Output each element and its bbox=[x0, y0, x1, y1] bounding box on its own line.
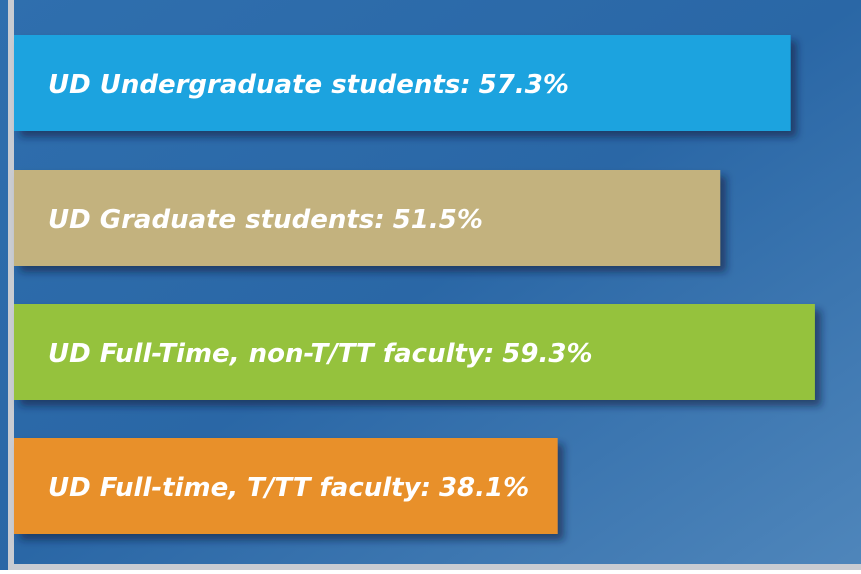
left-border bbox=[8, 0, 14, 570]
value-label: 57.3% bbox=[479, 70, 569, 100]
bar bbox=[14, 35, 791, 131]
bar bbox=[14, 304, 815, 400]
bar-label: UD Full-Time, non-T/TT faculty: 59.3% bbox=[48, 339, 593, 369]
value-label: 59.3% bbox=[502, 339, 592, 369]
bar-label: UD Graduate students: 51.5% bbox=[48, 205, 483, 235]
bottom-border bbox=[8, 564, 861, 570]
value-label: 51.5% bbox=[393, 205, 483, 235]
bar-label: UD Undergraduate students: 57.3% bbox=[48, 70, 569, 100]
bar bbox=[14, 438, 558, 534]
bar bbox=[14, 170, 721, 266]
value-label: 38.1% bbox=[439, 473, 529, 503]
category-label: UD Undergraduate students: bbox=[48, 70, 471, 100]
category-label: UD Full-time, T/TT faculty: bbox=[48, 473, 431, 503]
bar-label: UD Full-time, T/TT faculty: 38.1% bbox=[48, 473, 529, 503]
category-label: UD Full-Time, non-T/TT faculty: bbox=[48, 339, 494, 369]
category-label: UD Graduate students: bbox=[48, 205, 385, 235]
